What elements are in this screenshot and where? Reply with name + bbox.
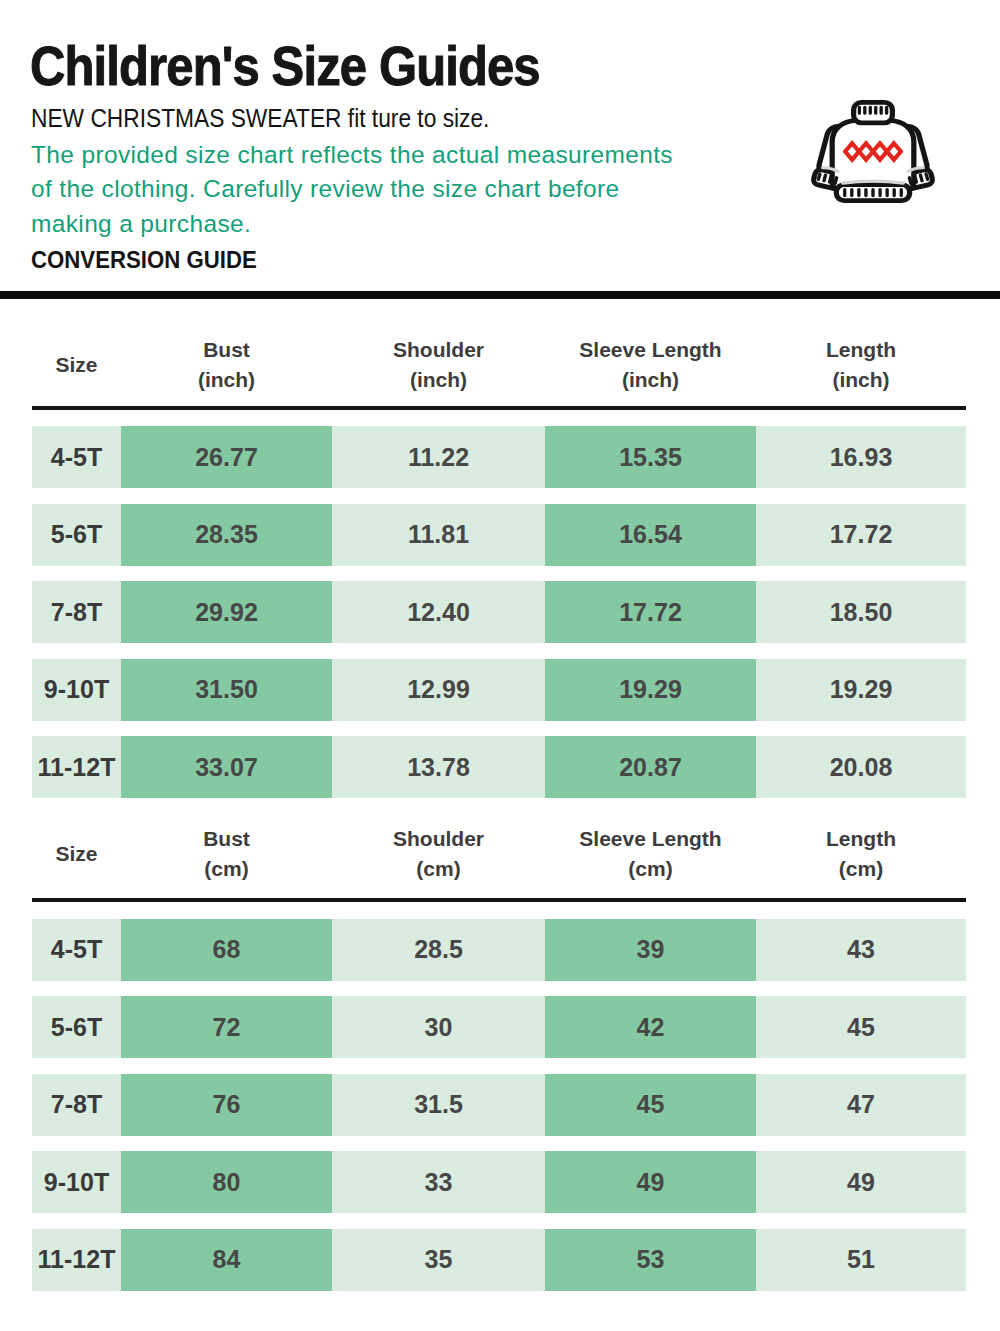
inch-table-header: Size Bust(inch) Shoulder(inch) Sleeve Le… <box>32 299 966 410</box>
fit-note: NEW CHRISTMAS SWEATER fit ture to size. <box>31 104 489 133</box>
column-header-size: Size <box>32 810 121 898</box>
cm-table-row: 7-8T 76 31.5 45 47 <box>32 1074 966 1136</box>
cell-length: 43 <box>756 919 966 981</box>
header-section: Children's Size Guides NEW CHRISTMAS SWE… <box>0 0 1000 291</box>
cell-size: 9-10T <box>32 1151 121 1213</box>
column-header-bust: Bust(inch) <box>121 323 332 406</box>
cm-table-row: 5-6T 72 30 42 45 <box>32 996 966 1058</box>
cell-size: 4-5T <box>32 919 121 981</box>
cell-sleeve-length: 17.72 <box>545 581 756 643</box>
cell-sleeve-length: 20.87 <box>545 736 756 798</box>
cell-size: 7-8T <box>32 581 121 643</box>
cell-length: 49 <box>756 1151 966 1213</box>
column-header-shoulder: Shoulder(inch) <box>332 323 545 406</box>
column-header-size: Size <box>32 323 121 406</box>
cell-sleeve-length: 15.35 <box>545 426 756 488</box>
cell-length: 20.08 <box>756 736 966 798</box>
cell-bust: 31.50 <box>121 659 332 721</box>
cell-size: 4-5T <box>32 426 121 488</box>
column-header-length: Length(inch) <box>756 323 966 406</box>
note-line-2: of the clothing. Carefully review the si… <box>31 172 673 206</box>
cell-bust: 28.35 <box>121 504 332 566</box>
inch-table-row: 11-12T 33.07 13.78 20.87 20.08 <box>32 736 966 798</box>
cell-sleeve-length: 39 <box>545 919 756 981</box>
inch-table-row: 4-5T 26.77 11.22 15.35 16.93 <box>32 426 966 488</box>
column-header-shoulder: Shoulder(cm) <box>332 810 545 898</box>
cell-sleeve-length: 19.29 <box>545 659 756 721</box>
cell-size: 11-12T <box>32 736 121 798</box>
cell-shoulder: 13.78 <box>332 736 545 798</box>
column-header-length: Length(cm) <box>756 810 966 898</box>
cell-bust: 33.07 <box>121 736 332 798</box>
column-header-sleeve-length: Sleeve Length(inch) <box>545 323 756 406</box>
page-title: Children's Size Guides <box>30 33 540 98</box>
cell-shoulder: 30 <box>332 996 545 1058</box>
cell-size: 9-10T <box>32 659 121 721</box>
cell-shoulder: 31.5 <box>332 1074 545 1136</box>
cell-bust: 76 <box>121 1074 332 1136</box>
cell-shoulder: 11.81 <box>332 504 545 566</box>
cm-table-header: Size Bust(cm) Shoulder(cm) Sleeve Length… <box>32 798 966 902</box>
cell-length: 51 <box>756 1229 966 1291</box>
inch-table-row: 9-10T 31.50 12.99 19.29 19.29 <box>32 659 966 721</box>
cell-sleeve-length: 53 <box>545 1229 756 1291</box>
cell-bust: 80 <box>121 1151 332 1213</box>
inch-table-row: 5-6T 28.35 11.81 16.54 17.72 <box>32 504 966 566</box>
cell-length: 45 <box>756 996 966 1058</box>
cell-bust: 68 <box>121 919 332 981</box>
cell-bust: 72 <box>121 996 332 1058</box>
cell-shoulder: 12.99 <box>332 659 545 721</box>
inch-table-row: 7-8T 29.92 12.40 17.72 18.50 <box>32 581 966 643</box>
cm-table-row: 9-10T 80 33 49 49 <box>32 1151 966 1213</box>
cell-sleeve-length: 49 <box>545 1151 756 1213</box>
cell-length: 16.93 <box>756 426 966 488</box>
cell-size: 5-6T <box>32 996 121 1058</box>
conversion-guide-label: CONVERSION GUIDE <box>31 246 257 274</box>
cell-bust: 26.77 <box>121 426 332 488</box>
cell-sleeve-length: 45 <box>545 1074 756 1136</box>
cm-table-row: 4-5T 68 28.5 39 43 <box>32 919 966 981</box>
cell-sleeve-length: 42 <box>545 996 756 1058</box>
cell-length: 18.50 <box>756 581 966 643</box>
divider-bar <box>0 291 1000 299</box>
cell-size: 7-8T <box>32 1074 121 1136</box>
cm-table-row: 11-12T 84 35 53 51 <box>32 1229 966 1291</box>
cell-length: 17.72 <box>756 504 966 566</box>
column-header-sleeve-length: Sleeve Length(cm) <box>545 810 756 898</box>
cell-shoulder: 35 <box>332 1229 545 1291</box>
note-line-3: making a purchase. <box>31 207 673 241</box>
cell-length: 19.29 <box>756 659 966 721</box>
cell-bust: 84 <box>121 1229 332 1291</box>
cell-shoulder: 11.22 <box>332 426 545 488</box>
column-header-bust: Bust(cm) <box>121 810 332 898</box>
conversion-tables: Size Bust(inch) Shoulder(inch) Sleeve Le… <box>32 299 966 1291</box>
note-line-1: The provided size chart reflects the act… <box>31 138 673 172</box>
cell-bust: 29.92 <box>121 581 332 643</box>
cell-size: 11-12T <box>32 1229 121 1291</box>
cell-length: 47 <box>756 1074 966 1136</box>
size-chart-note: The provided size chart reflects the act… <box>31 138 673 241</box>
cell-size: 5-6T <box>32 504 121 566</box>
cell-shoulder: 12.40 <box>332 581 545 643</box>
cell-sleeve-length: 16.54 <box>545 504 756 566</box>
cell-shoulder: 33 <box>332 1151 545 1213</box>
cell-shoulder: 28.5 <box>332 919 545 981</box>
christmas-sweater-icon <box>806 100 940 205</box>
